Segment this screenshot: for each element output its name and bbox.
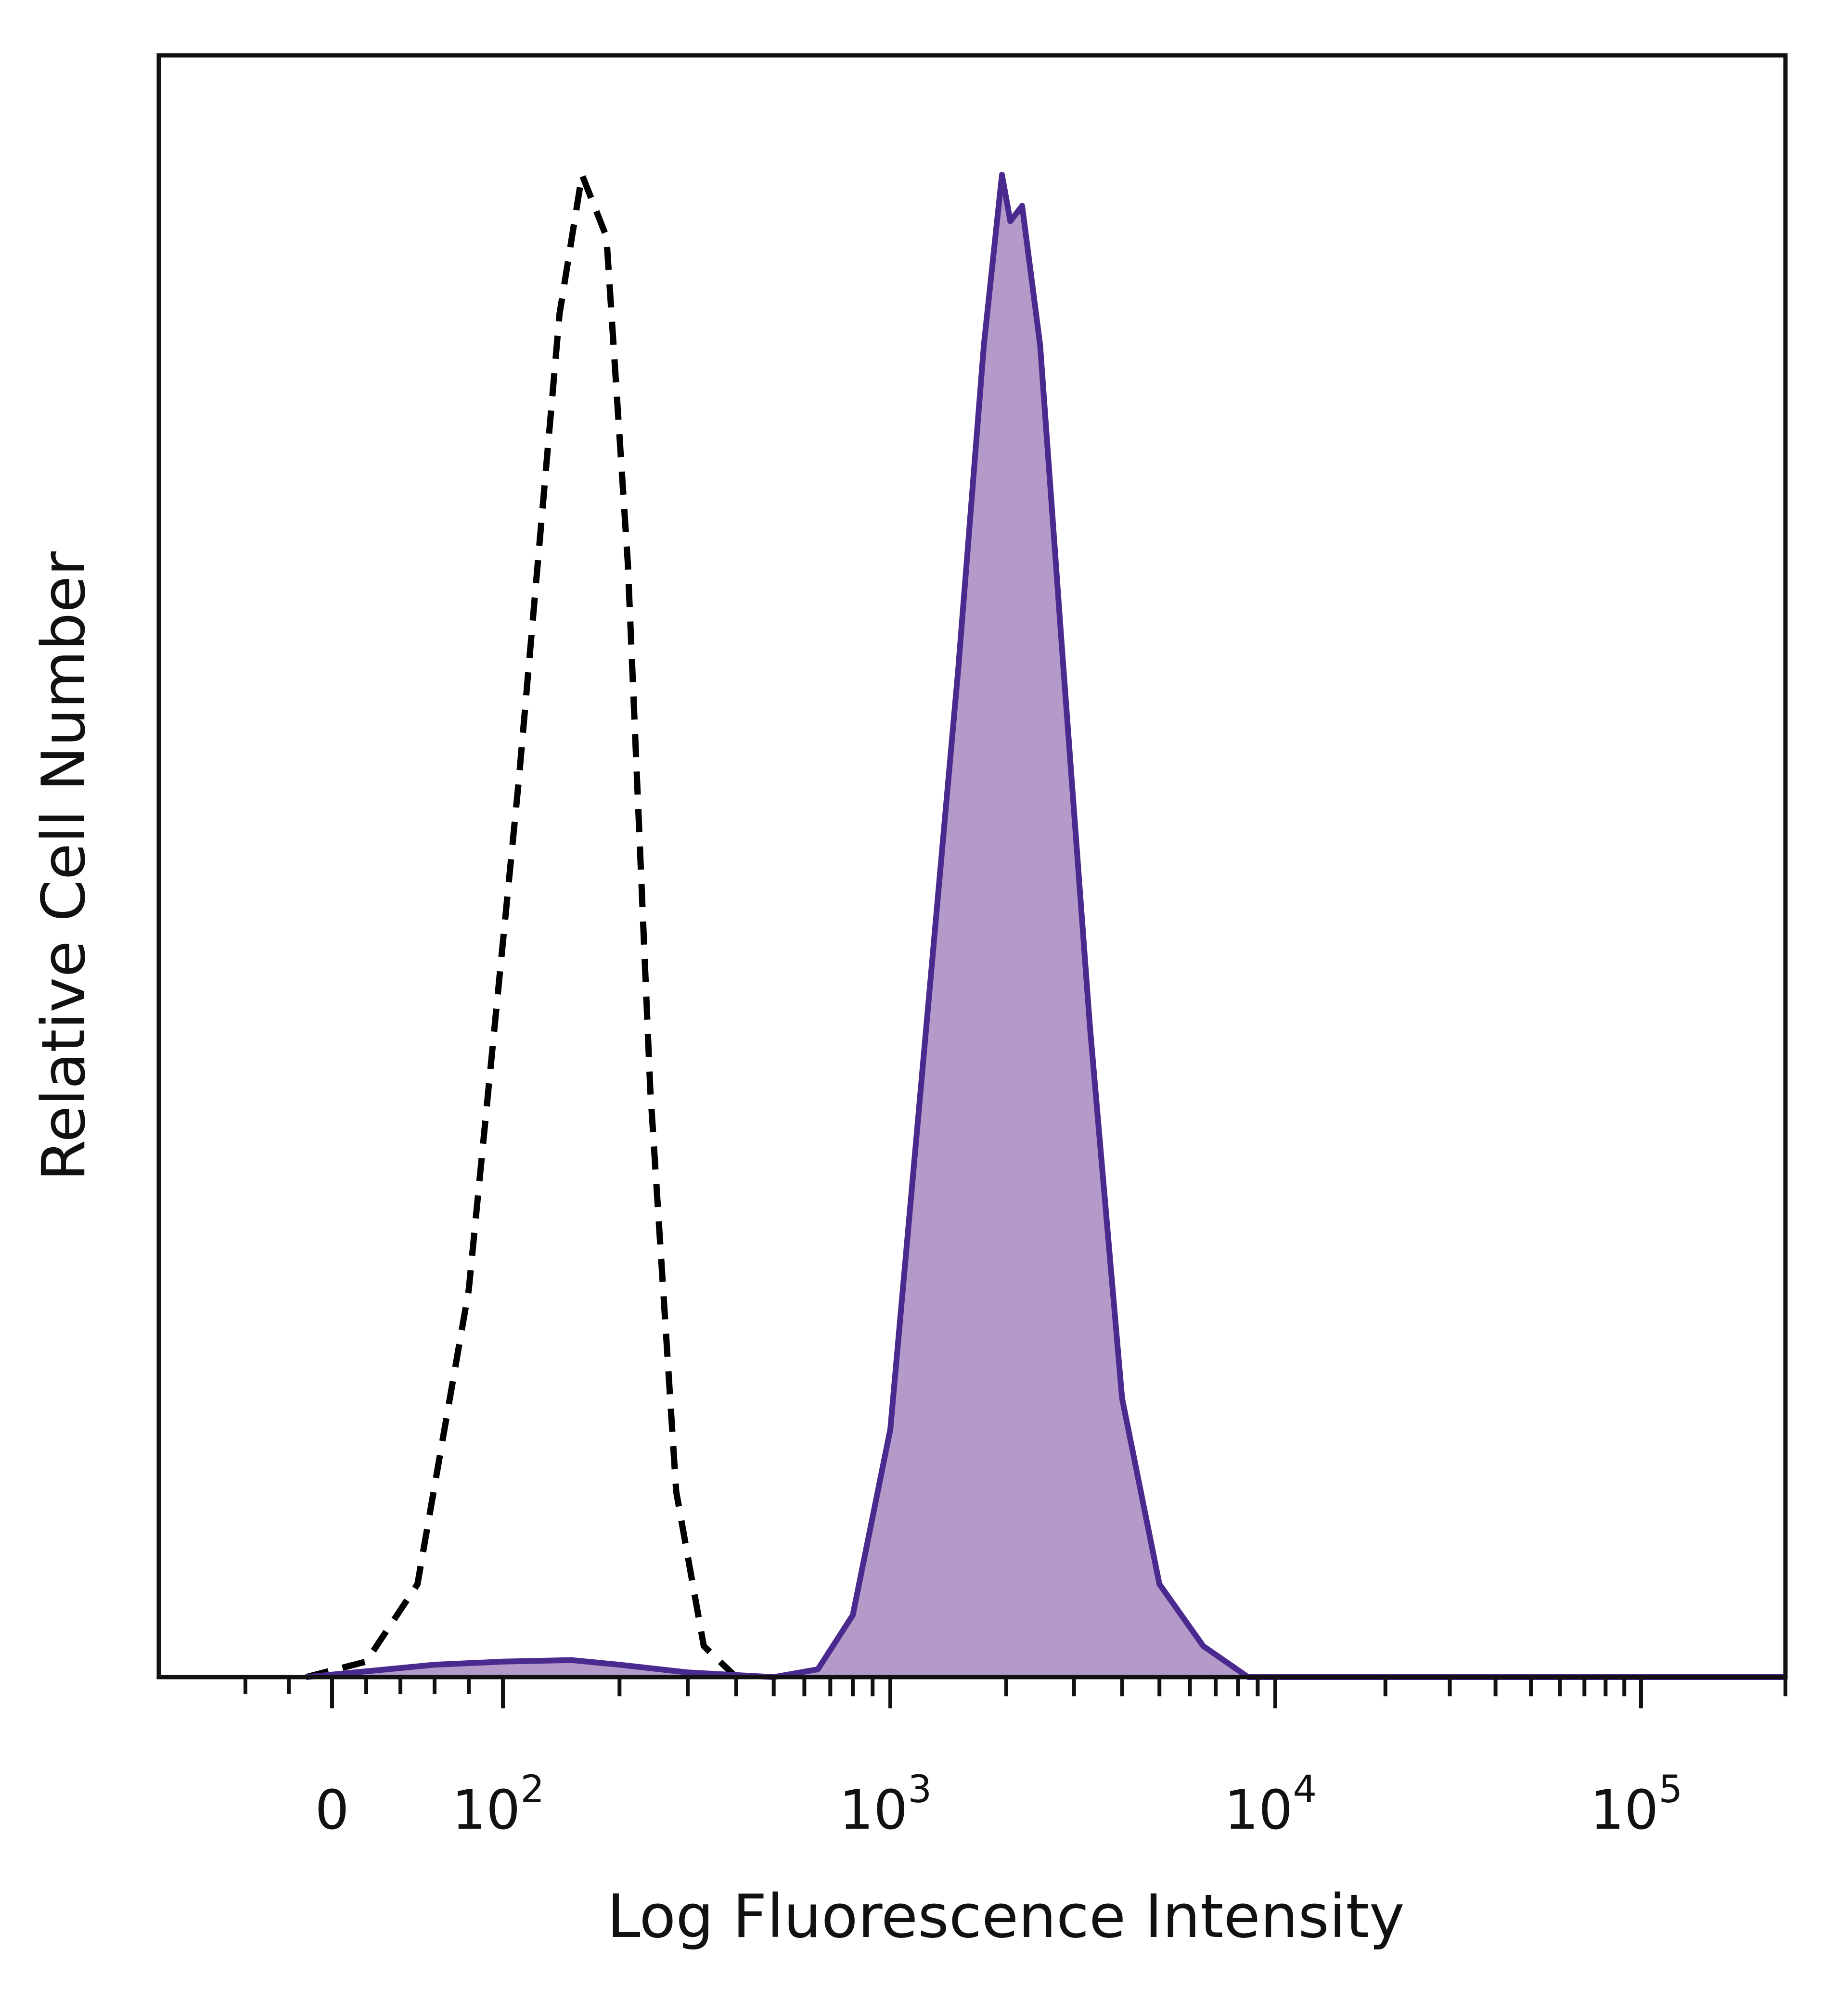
stained-histogram-fill (306, 175, 1785, 1678)
x-axis-ticks (244, 1677, 1787, 1708)
series-layer (305, 171, 1785, 1680)
x-axis-title: Log Fluorescence Intensity (607, 1882, 1405, 1951)
x-tick-label: 105 (1590, 1768, 1682, 1842)
stained-histogram-line (306, 172, 1785, 1680)
y-axis-title: Relative Cell Number (29, 551, 99, 1181)
x-tick-label: 102 (452, 1768, 544, 1842)
plot-frame (156, 53, 1788, 1679)
x-tick-label: 104 (1224, 1768, 1317, 1842)
x-tick-label: 103 (839, 1768, 932, 1842)
x-axis-tick-labels: 0 102 103 104 105 (315, 1768, 1682, 1842)
isotype-control-histogram-line (305, 171, 739, 1680)
x-tick-label: 0 (315, 1779, 349, 1842)
